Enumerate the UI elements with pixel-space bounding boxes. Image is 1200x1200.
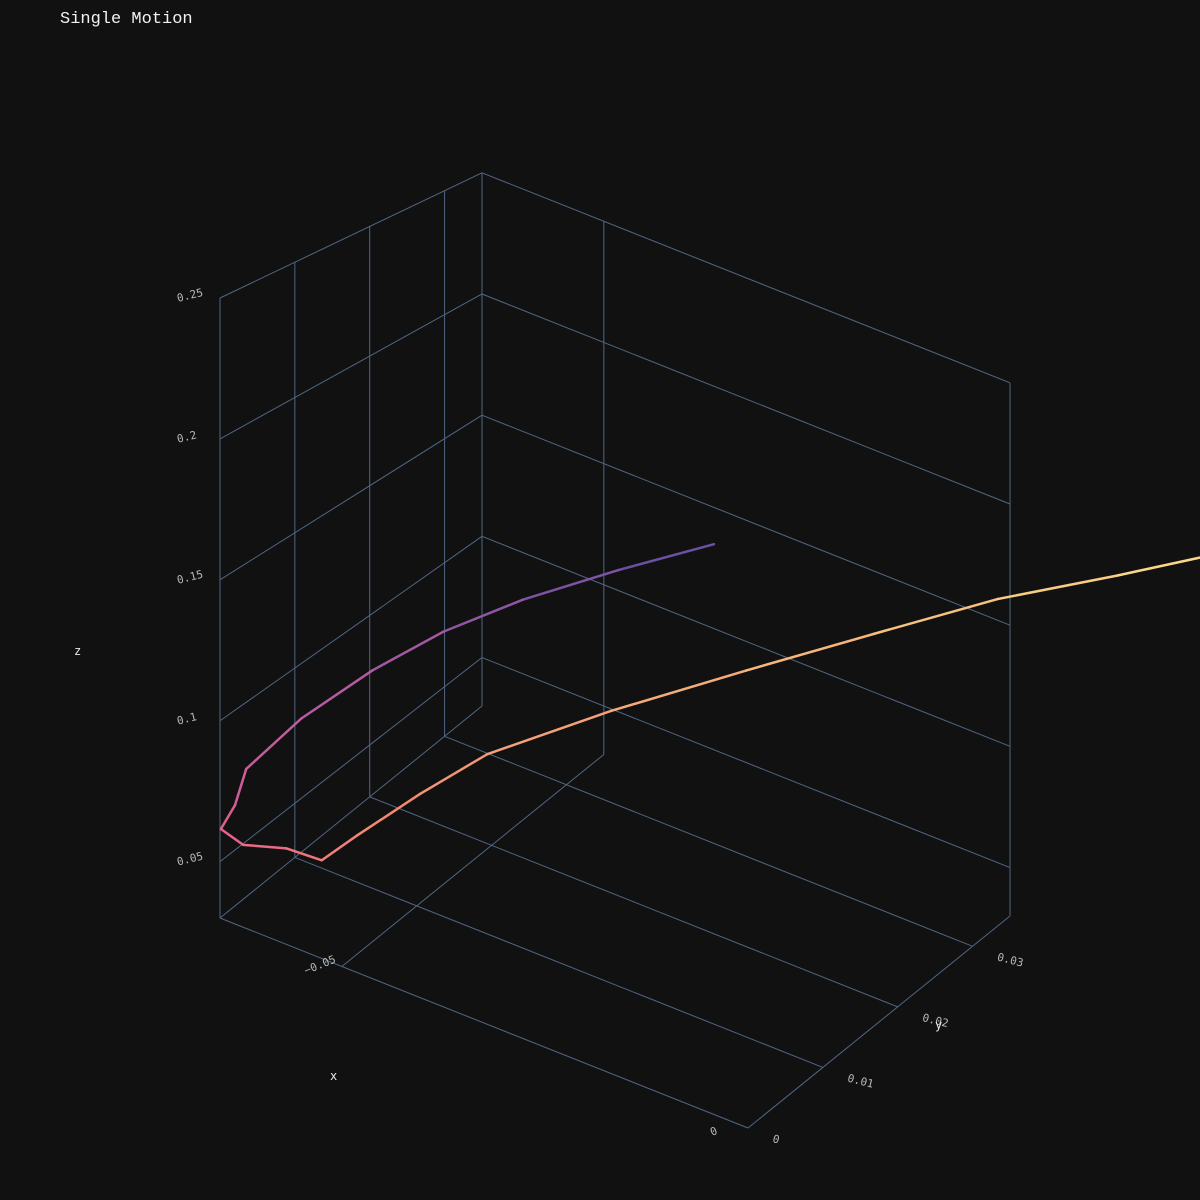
trajectory-trace bbox=[219, 542, 1200, 862]
trace-segment[interactable] bbox=[745, 632, 876, 672]
trace-segment[interactable] bbox=[617, 542, 716, 572]
y-tick-label: 0.02 bbox=[921, 1011, 950, 1030]
x-tick-label: 0 bbox=[708, 1124, 719, 1139]
z-tick-label: 0.05 bbox=[176, 850, 205, 869]
trace-segment[interactable] bbox=[233, 767, 248, 807]
y-tick-label: 0.03 bbox=[996, 951, 1025, 970]
y-tick-label: 0.01 bbox=[846, 1072, 875, 1091]
gridline-z-left-wall bbox=[219, 414, 483, 581]
trace-segment[interactable] bbox=[996, 574, 1119, 601]
tick-labels: 0.05 0.1 0.15 0.2 0.25 0 0.01 0.02 0.03 −0.05 0 bbox=[176, 286, 1025, 1147]
gridline-z-left-wall bbox=[219, 172, 483, 299]
z-tick-label: 0.2 bbox=[176, 428, 198, 445]
trace-segment[interactable] bbox=[320, 834, 358, 862]
axis-titles: z y x bbox=[74, 644, 942, 1083]
trace-segment[interactable] bbox=[1116, 552, 1200, 577]
gridline-x-floor bbox=[341, 754, 605, 967]
y-axis-title: y bbox=[935, 1018, 942, 1032]
gridline-y-floor bbox=[369, 796, 898, 1008]
trace-segment[interactable] bbox=[609, 669, 748, 713]
gridlines bbox=[219, 172, 1011, 1129]
trace-segment[interactable] bbox=[244, 717, 303, 771]
trace-segment[interactable] bbox=[241, 843, 288, 850]
z-axis-title: z bbox=[74, 644, 81, 658]
gridline-z-back-wall bbox=[481, 172, 1011, 384]
gridline-x-floor bbox=[747, 915, 1011, 1129]
x-tick-label: −0.05 bbox=[302, 953, 338, 977]
trace-segment[interactable] bbox=[442, 598, 525, 633]
trace-segment[interactable] bbox=[219, 827, 245, 847]
trace-segment[interactable] bbox=[371, 630, 445, 672]
gridline-z-back-wall bbox=[481, 414, 1011, 626]
gridline-y-floor bbox=[219, 917, 749, 1129]
chart-title: Single Motion bbox=[60, 10, 193, 29]
gridline-z-back-wall bbox=[481, 535, 1011, 747]
gridline-z-left-wall bbox=[219, 657, 483, 863]
trace-segment[interactable] bbox=[355, 792, 422, 837]
gridline-y-floor bbox=[294, 856, 824, 1068]
x-axis-title: x bbox=[330, 1069, 337, 1083]
z-tick-label: 0.15 bbox=[176, 568, 205, 587]
gridline-z-left-wall bbox=[219, 293, 483, 440]
gridline-y-floor bbox=[444, 735, 973, 947]
gridline-z-back-wall bbox=[481, 293, 1011, 505]
z-tick-label: 0.1 bbox=[176, 710, 198, 727]
trace-segment[interactable] bbox=[219, 803, 237, 831]
gridline-z-left-wall bbox=[219, 535, 483, 722]
y-tick-label: 0 bbox=[771, 1132, 781, 1146]
trace-segment[interactable] bbox=[486, 709, 613, 756]
trace-segment[interactable] bbox=[521, 568, 620, 601]
trace-segment[interactable] bbox=[418, 752, 489, 796]
trace-segment[interactable] bbox=[872, 597, 999, 636]
gridline-z-back-wall bbox=[481, 657, 1011, 868]
gridline-x-floor bbox=[219, 705, 483, 919]
trace-segment[interactable] bbox=[299, 669, 374, 720]
z-tick-label: 0.25 bbox=[176, 286, 205, 305]
trace-segment[interactable] bbox=[284, 847, 324, 862]
